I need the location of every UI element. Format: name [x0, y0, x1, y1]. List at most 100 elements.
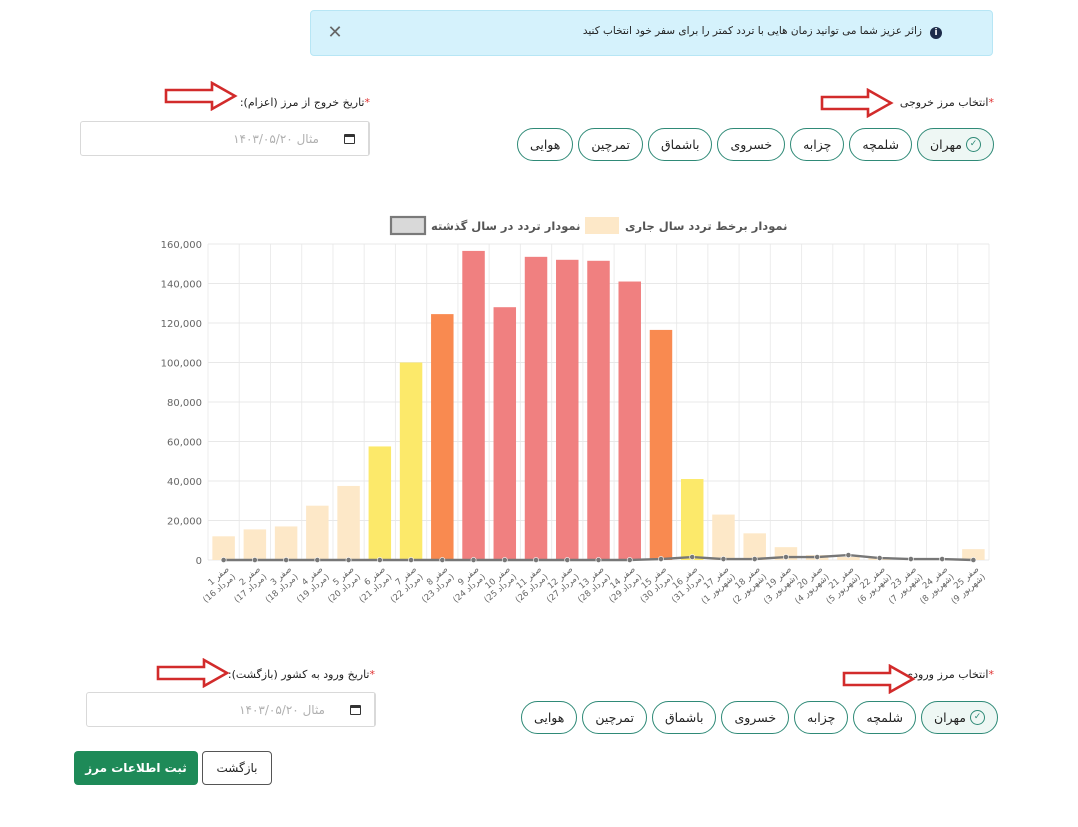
line-point: [283, 557, 289, 563]
bar: [493, 307, 517, 560]
x-tick-label: 6 صفر(21 مرداد): [358, 565, 395, 606]
y-tick-label: 120,000: [161, 319, 202, 330]
exit-border-option-bashmaq[interactable]: باشماق: [647, 128, 713, 161]
x-tick-label: 9 صفر(24 مرداد): [451, 565, 488, 606]
bar: [837, 557, 860, 560]
legend-label-current-year: نمودار برخط تردد سال جاری: [625, 219, 787, 234]
bar: [306, 505, 329, 560]
exit-border-option-mehran[interactable]: ✓ مهران: [916, 128, 994, 161]
close-icon[interactable]: ✕: [327, 22, 343, 43]
legend-label-past-year: نمودار تردد در سال گذشته: [431, 219, 580, 234]
y-tick-label: 40,000: [167, 477, 202, 488]
entry-border-option-shalamcheh[interactable]: شلمچه: [853, 701, 916, 734]
line-point: [345, 557, 352, 563]
bar: [712, 514, 735, 560]
red-arrow-icon: [820, 88, 894, 118]
y-tick-label: 60,000: [167, 438, 202, 449]
x-tick-label: 11 صفر(26 مرداد): [514, 565, 551, 606]
bar: [274, 526, 298, 560]
y-tick-label: 100,000: [161, 359, 202, 370]
bar: [399, 362, 423, 560]
bar: [680, 479, 704, 560]
back-button[interactable]: بازگشت: [202, 751, 272, 785]
exit-border-option-chazabeh[interactable]: چزابه: [790, 128, 845, 161]
exit-border-option-havaei[interactable]: هوایی: [516, 128, 574, 161]
line-point: [564, 557, 571, 563]
x-tick-label: 12 صفر(27 مرداد): [545, 565, 582, 606]
bar: [337, 485, 360, 560]
line-point: [876, 555, 883, 561]
line-point: [908, 556, 914, 562]
x-tick-label: 8 صفر(23 مرداد): [420, 565, 457, 606]
bar: [243, 529, 267, 560]
y-tick-label: 140,000: [161, 280, 202, 291]
x-tick-label: 10 صفر(25 مرداد): [483, 565, 520, 606]
legend-swatch-current-year: [585, 217, 619, 234]
entry-border-option-khosravi[interactable]: خسروی: [721, 701, 790, 734]
bar: [431, 314, 454, 560]
entry-border-label: *انتخاب مرز ورودی: [904, 668, 994, 681]
legend-swatch-past-year: [389, 215, 427, 236]
entry-date-input[interactable]: [87, 693, 337, 726]
x-tick-label: 4 صفر(19 مرداد): [295, 565, 332, 606]
x-tick-label: 25 صفر(9 شهریور): [950, 565, 988, 607]
exit-date-input[interactable]: [81, 122, 331, 155]
traffic-chart: نمودار تردد در سال گذشته نمودار برخط ترد…: [161, 215, 990, 607]
x-tick-label: 7 صفر(22 مرداد): [389, 565, 426, 606]
line-point: [470, 557, 477, 563]
y-tick-label: 160,000: [161, 240, 202, 251]
calendar-icon[interactable]: [337, 693, 375, 726]
x-tick-label: 14 صفر(29 مرداد): [608, 565, 645, 606]
bar: [212, 536, 235, 560]
entry-border-option-tamarchin[interactable]: تمرچین: [582, 701, 647, 734]
alert-message: زائر عزیز شما می توانید زمان هایی با ترد…: [582, 25, 922, 37]
line-point: [970, 557, 977, 563]
submit-border-button[interactable]: ثبت اطلاعات مرز: [74, 751, 198, 785]
line-point: [251, 557, 258, 563]
x-tick-label: 1 صفر(16 مرداد): [201, 565, 238, 606]
x-tick-label: 2 صفر(17 مرداد): [233, 565, 270, 606]
info-alert: ✕ i زائر عزیز شما می توانید زمان هایی با…: [310, 10, 993, 56]
entry-border-option-chazabeh[interactable]: چزابه: [794, 701, 849, 734]
entry-date-label: *تاریخ ورود به کشور (بازگشت):: [227, 668, 375, 681]
bar: [556, 259, 579, 560]
x-tick-label: 5 صفر(20 مرداد): [326, 565, 363, 606]
bar: [587, 260, 610, 560]
line-point: [220, 557, 227, 563]
exit-border-options: ✓ مهران شلمچه چزابه خسروی باشماق تمرچین ه…: [516, 128, 994, 161]
check-circle-icon: ✓: [970, 710, 985, 725]
exit-date-label: *تاریخ خروج از مرز (اعزام):: [239, 96, 370, 109]
line-point: [439, 557, 446, 563]
line-point: [408, 557, 414, 563]
line-point: [751, 556, 758, 562]
line-point: [689, 554, 696, 560]
line-point: [939, 556, 946, 562]
bar: [368, 446, 392, 560]
check-circle-icon: ✓: [966, 137, 981, 152]
exit-border-option-tamarchin[interactable]: تمرچین: [578, 128, 643, 161]
exit-date-field: [80, 121, 370, 156]
exit-border-option-shalamcheh[interactable]: شلمچه: [849, 128, 912, 161]
line-point: [595, 557, 602, 563]
red-arrow-icon: [842, 664, 916, 694]
y-tick-label: 80,000: [167, 398, 202, 409]
line-point: [501, 557, 508, 563]
y-tick-label: 20,000: [167, 517, 202, 528]
entry-border-option-bashmaq[interactable]: باشماق: [651, 701, 717, 734]
bar: [962, 549, 985, 560]
bar: [618, 281, 641, 560]
chart-legend: نمودار تردد در سال گذشته نمودار برخط ترد…: [389, 215, 787, 236]
info-icon: i: [930, 27, 942, 39]
entry-border-option-mehran[interactable]: ✓ مهران: [920, 701, 998, 734]
calendar-icon[interactable]: [331, 122, 369, 155]
x-tick-label: 3 صفر(18 مرداد): [264, 565, 301, 606]
line-point: [845, 552, 852, 558]
entry-border-option-havaei[interactable]: هوایی: [520, 701, 578, 734]
exit-border-option-khosravi[interactable]: خسروی: [717, 128, 786, 161]
red-arrow-icon: [156, 658, 230, 688]
x-tick-label: 15 صفر(30 مرداد): [639, 565, 676, 606]
line-point: [533, 557, 539, 563]
line-point: [720, 556, 727, 562]
bar: [743, 533, 766, 560]
line-point: [626, 557, 633, 563]
